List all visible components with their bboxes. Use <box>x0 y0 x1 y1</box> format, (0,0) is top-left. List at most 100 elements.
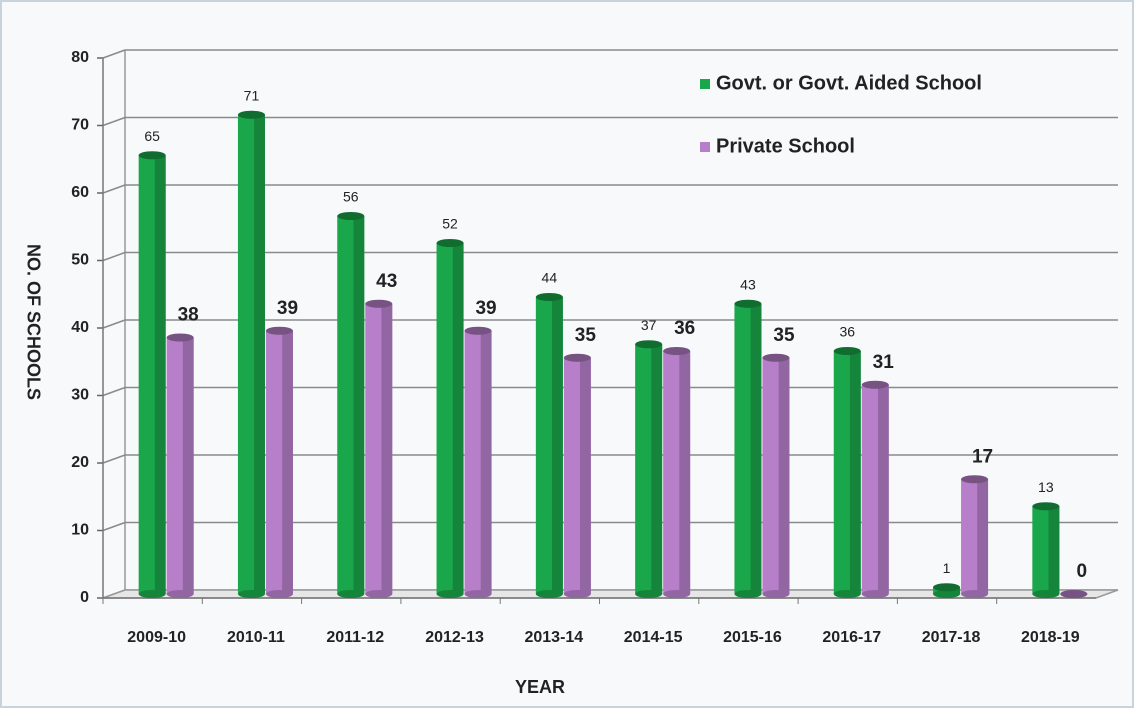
bar-bottom <box>265 590 293 598</box>
bar-top <box>933 583 961 592</box>
bar-bottom <box>663 590 691 598</box>
value-label: 35 <box>773 325 795 346</box>
bar-group <box>635 340 663 598</box>
bar-bottom <box>436 590 464 598</box>
x-tick-label: 2010-11 <box>227 629 285 646</box>
x-tick-label: 2011-12 <box>326 629 384 646</box>
value-label: 17 <box>972 446 993 467</box>
bar-shade <box>679 351 691 594</box>
bar-shade <box>282 330 293 594</box>
x-axis-title: YEAR <box>515 677 565 697</box>
value-label: 0 <box>1077 561 1088 582</box>
bar-bottom <box>1032 590 1060 598</box>
y-tick-label: 60 <box>71 184 89 201</box>
bar-top <box>464 326 492 335</box>
bar-top <box>337 212 365 220</box>
grid-diagonal <box>102 521 126 532</box>
bar-top <box>1060 590 1088 598</box>
bar-bottom <box>961 590 989 598</box>
value-label: 44 <box>542 270 558 286</box>
bar-top <box>265 326 293 335</box>
y-tick-label: 40 <box>71 319 89 336</box>
bar-shade <box>849 351 861 594</box>
grid-diagonal <box>102 319 126 329</box>
bar-top <box>861 380 889 389</box>
bar-shade <box>381 303 393 594</box>
bar-group <box>861 380 889 598</box>
value-label: 39 <box>475 298 496 319</box>
bar-bottom <box>237 590 265 598</box>
bar-bottom <box>933 590 961 598</box>
y-axis-title: NO. OF SCHOOLS <box>23 244 43 400</box>
bar-top <box>762 353 790 362</box>
bar-shade <box>552 297 563 594</box>
value-label: 37 <box>641 317 657 333</box>
bar-bottom <box>464 590 492 598</box>
bar-group <box>436 239 464 598</box>
value-label: 56 <box>343 189 359 205</box>
grid-diagonal <box>102 116 126 127</box>
bar-top <box>237 110 265 119</box>
bar-bottom <box>861 590 889 598</box>
bar-group <box>734 299 762 598</box>
bar-bottom <box>365 590 393 598</box>
grid-diagonal <box>102 251 126 262</box>
bar-bottom <box>138 590 166 598</box>
bar-shade <box>651 344 663 594</box>
bar-bottom <box>166 590 194 598</box>
bar-group <box>663 347 691 598</box>
bar-bottom <box>337 590 365 598</box>
bar-shade <box>480 330 492 594</box>
bar-top <box>663 347 691 355</box>
x-tick-label: 2016-17 <box>822 629 881 646</box>
y-tick-label: 20 <box>71 454 89 471</box>
y-tick-label: 0 <box>80 589 89 606</box>
value-label: 13 <box>1038 479 1054 495</box>
bar-group <box>1060 590 1088 598</box>
y-tick-label: 30 <box>71 387 89 404</box>
value-label: 36 <box>674 318 695 339</box>
x-tick-label: 2013-14 <box>524 629 583 646</box>
value-label: 35 <box>575 325 597 346</box>
bar-group <box>933 583 961 598</box>
y-tick-label: 10 <box>71 522 89 539</box>
bar-shade <box>949 587 961 594</box>
bar-shade <box>877 384 889 594</box>
bar-group <box>961 475 989 598</box>
bar-shade <box>452 243 464 594</box>
x-tick-label: 2009-10 <box>127 629 186 646</box>
bar-bottom <box>762 590 790 598</box>
bar-top <box>365 299 393 308</box>
bar-group <box>464 326 492 598</box>
bar-top <box>734 299 762 308</box>
legend-swatch <box>700 142 710 152</box>
bar-shade <box>353 216 365 594</box>
bar-shade <box>750 303 762 594</box>
y-tick-label: 80 <box>71 49 89 66</box>
grid-diagonal <box>102 386 126 397</box>
x-tick-label: 2015-16 <box>723 629 782 646</box>
value-label: 65 <box>144 128 160 144</box>
x-tick-label: 2018-19 <box>1021 629 1080 646</box>
bar-group <box>365 299 393 598</box>
bar-shade <box>977 479 989 594</box>
bar-group <box>535 293 563 598</box>
value-label: 39 <box>277 298 298 319</box>
grid-diagonal <box>102 184 126 194</box>
bar-top <box>833 347 861 355</box>
y-tick-label: 50 <box>71 252 89 269</box>
value-label: 36 <box>839 324 855 340</box>
bar-group <box>563 353 591 598</box>
legend-label: Private School <box>716 135 855 157</box>
value-label: 43 <box>740 276 756 292</box>
bar-bottom <box>535 590 563 598</box>
bar-top <box>961 475 989 484</box>
bar-group <box>138 151 166 598</box>
x-tick-label: 2012-13 <box>425 629 484 646</box>
bar-group <box>762 353 790 598</box>
bar-group <box>237 110 265 598</box>
x-tick-label: 2017-18 <box>922 629 981 646</box>
bar-bottom <box>734 590 762 598</box>
y-tick-label: 70 <box>71 117 89 134</box>
